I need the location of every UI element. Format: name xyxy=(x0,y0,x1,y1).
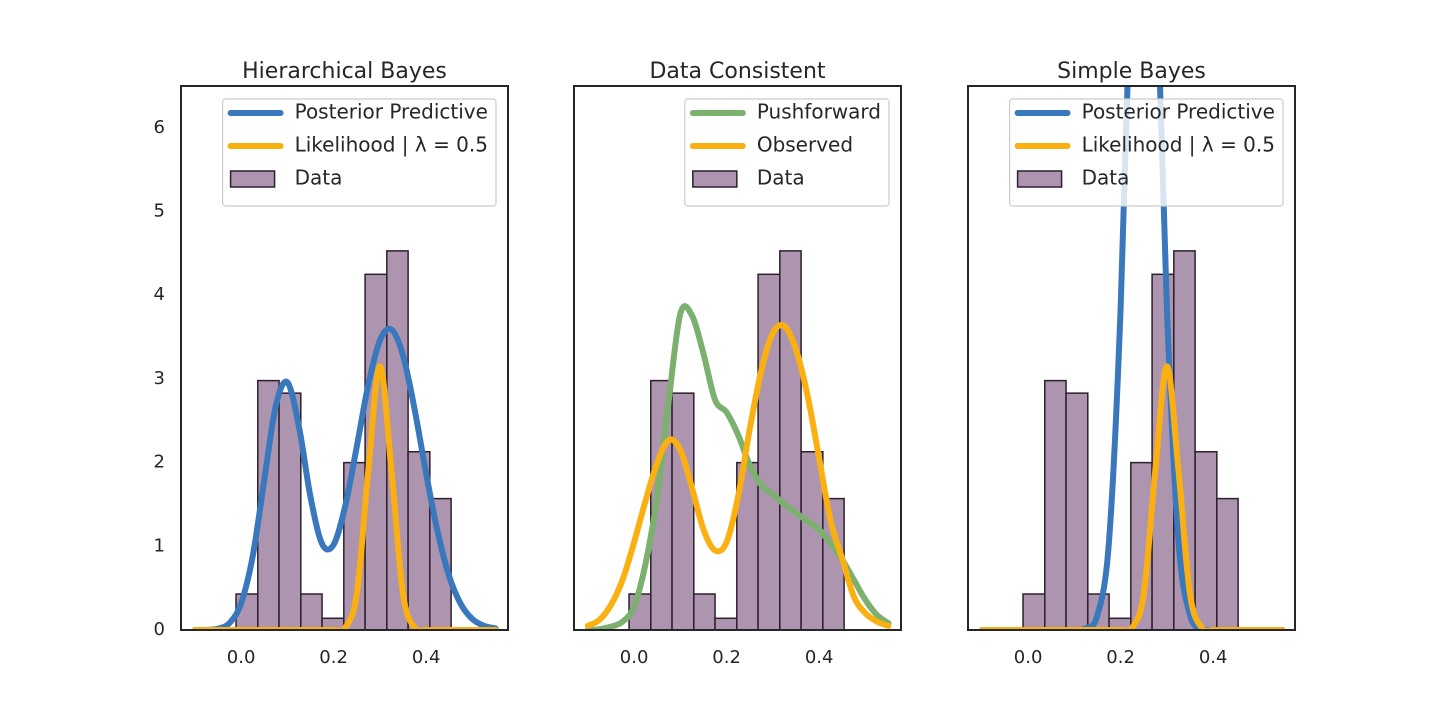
legend-label: Likelihood | λ = 0.5 xyxy=(295,133,488,157)
legend-swatch xyxy=(692,170,738,188)
histogram-bar xyxy=(1216,497,1239,630)
legend-label: Likelihood | λ = 0.5 xyxy=(1082,133,1275,157)
legend-swatch xyxy=(229,170,276,188)
subplot: Hierarchical Bayes 0.0 0.2 0.4 0 1 2 3 4 5 6 Poster… xyxy=(154,59,509,668)
histogram-bar xyxy=(1022,593,1046,630)
y-tick-label: 6 xyxy=(154,117,165,138)
curve xyxy=(584,322,892,629)
legend-label: Data xyxy=(1082,166,1130,190)
legend-label: Posterior Predictive xyxy=(295,100,488,124)
x-tick-label: 0.2 xyxy=(712,647,741,668)
legend-label: Pushforward xyxy=(757,100,881,124)
curve xyxy=(191,363,499,630)
histogram-bar xyxy=(1065,392,1089,630)
histogram-bar xyxy=(779,250,802,630)
histogram-bar xyxy=(300,593,323,630)
subplot-title: Data Consistent xyxy=(649,59,825,84)
x-tick-label: 0.4 xyxy=(412,647,441,668)
subplot: Simple Bayes 0.0 0.2 0.4 Posterior Predictiv… xyxy=(967,59,1296,668)
legend-label: Observed xyxy=(757,133,853,157)
y-tick-label: 4 xyxy=(154,284,165,305)
axes-frame xyxy=(180,85,509,631)
histogram-bar xyxy=(1044,379,1067,630)
subplot: Data Consistent 0.0 0.2 0.4 Pushforward Obser… xyxy=(573,59,902,668)
histogram-bar xyxy=(800,450,824,630)
x-tick-label: 0.4 xyxy=(1199,647,1228,668)
legend: Pushforward Observed Data xyxy=(684,98,890,207)
histogram-bar xyxy=(693,593,716,630)
x-tick-label: 0.0 xyxy=(1014,647,1043,668)
legend: Posterior Predictive Likelihood | λ = 0.5… xyxy=(1008,98,1284,207)
curve xyxy=(191,325,499,630)
legend-box xyxy=(221,98,497,207)
legend-label: Posterior Predictive xyxy=(1082,100,1275,124)
x-tick-label: 0.0 xyxy=(620,647,649,668)
subplot-title: Simple Bayes xyxy=(1057,59,1206,84)
y-tick-label: 5 xyxy=(154,201,165,222)
legend-box xyxy=(1008,98,1284,207)
legend-swatch xyxy=(1016,170,1063,188)
histogram-bar xyxy=(1194,450,1218,630)
x-tick-label: 0.4 xyxy=(805,647,834,668)
x-tick-label: 0.0 xyxy=(227,647,256,668)
x-tick-label: 0.2 xyxy=(319,647,348,668)
subplot-title: Hierarchical Bayes xyxy=(242,59,447,84)
x-tick-label: 0.2 xyxy=(1106,647,1135,668)
y-tick-label: 1 xyxy=(154,535,165,556)
legend-label: Data xyxy=(295,166,343,190)
curve xyxy=(978,363,1286,630)
legend: Posterior Predictive Likelihood | λ = 0.5… xyxy=(221,98,497,207)
legend-label: Data xyxy=(757,166,805,190)
y-tick-label: 2 xyxy=(154,452,165,473)
histogram-bar xyxy=(714,617,738,630)
axes-frame xyxy=(573,85,902,631)
y-tick-label: 0 xyxy=(154,619,165,640)
y-tick-label: 3 xyxy=(154,368,165,389)
histogram-bar xyxy=(671,392,695,630)
axes-frame xyxy=(967,85,1296,631)
